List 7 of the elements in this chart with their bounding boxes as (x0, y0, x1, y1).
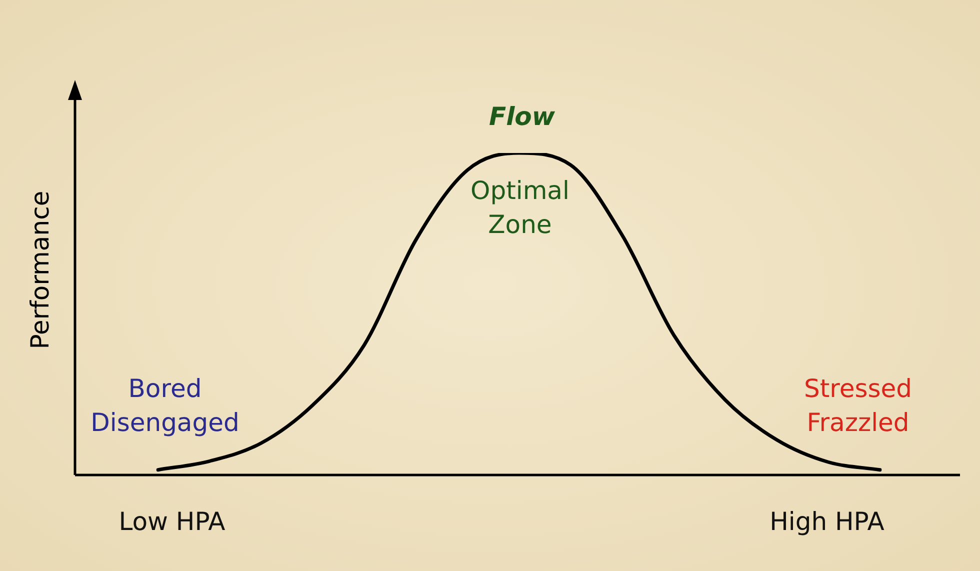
annotation: Stressed Frazzled (804, 373, 912, 439)
text: Low HPA (118, 506, 226, 538)
text: High HPA (770, 506, 884, 538)
annotation: Optimal Zone (470, 175, 570, 241)
y-axis-title: Performance (26, 190, 54, 350)
annotation: Bored Disengaged (90, 373, 240, 439)
text: Flow (489, 101, 555, 133)
